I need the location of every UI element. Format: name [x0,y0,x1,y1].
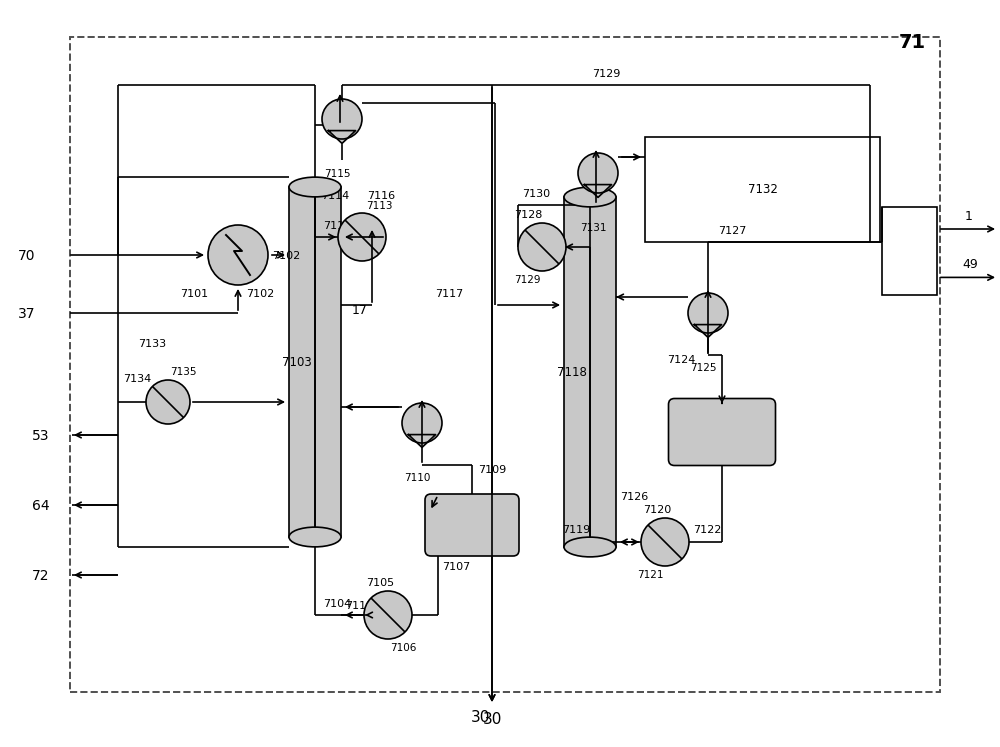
Ellipse shape [564,187,616,207]
Circle shape [402,403,442,443]
Circle shape [208,225,268,285]
Circle shape [688,293,728,333]
Text: 64: 64 [32,499,50,513]
Text: 30: 30 [482,711,502,727]
Text: 7101: 7101 [180,289,208,299]
Polygon shape [694,325,722,338]
Text: 7112: 7112 [323,221,351,231]
Bar [70,37,940,692]
Circle shape [146,380,190,424]
Text: 1: 1 [965,210,973,223]
Text: 49: 49 [962,258,978,271]
Text: 7130: 7130 [522,189,550,199]
Circle shape [578,153,618,193]
Text: 7128: 7128 [514,210,542,220]
Ellipse shape [289,527,341,547]
Text: 7120: 7120 [643,505,671,515]
Text: 7132: 7132 [748,183,777,196]
Text: 7124: 7124 [667,355,695,365]
Polygon shape [584,185,612,197]
Text: 7115: 7115 [324,169,351,179]
Text: 7105: 7105 [366,578,394,588]
Text: 7135: 7135 [170,367,196,377]
Bar [882,207,937,295]
Text: 7127: 7127 [718,226,746,236]
Text: 7131: 7131 [580,223,607,233]
Polygon shape [408,435,436,447]
Text: 7113: 7113 [366,201,392,211]
Text: 7121: 7121 [637,570,664,580]
Text: 37: 37 [18,307,36,321]
Text: 71: 71 [898,33,926,52]
Ellipse shape [289,177,341,197]
Ellipse shape [564,537,616,557]
Text: 7110: 7110 [404,473,430,483]
Polygon shape [328,131,356,143]
Circle shape [364,591,412,639]
Circle shape [338,213,386,261]
Text: 7129: 7129 [514,275,540,285]
Text: 7129: 7129 [592,69,620,79]
Text: 7109: 7109 [478,465,506,475]
Text: 7122: 7122 [693,525,721,535]
Text: 7106: 7106 [390,643,416,653]
Text: 7116: 7116 [367,191,395,201]
Text: 7118: 7118 [557,365,587,379]
Text: 7104: 7104 [323,599,351,609]
Text: 7102: 7102 [246,289,274,299]
Text: 7102: 7102 [272,251,300,261]
Circle shape [322,99,362,139]
Text: 7107: 7107 [442,562,470,572]
Text: 7103: 7103 [282,356,312,368]
Text: 7108: 7108 [457,518,487,532]
FancyBboxPatch shape [425,494,519,556]
Text: 7125: 7125 [690,363,716,373]
Text: 70: 70 [18,249,36,263]
Bar [289,187,341,537]
Text: 7133: 7133 [138,339,166,349]
Text: 7119: 7119 [562,525,590,535]
Text: 7117: 7117 [435,289,463,299]
Circle shape [641,518,689,566]
Text: 7123: 7123 [707,426,737,438]
Text: 17: 17 [352,304,368,317]
Bar [564,197,616,547]
Text: 30: 30 [470,710,490,725]
Text: 72: 72 [32,569,50,583]
Bar [645,137,880,242]
Circle shape [518,223,566,271]
FancyBboxPatch shape [668,398,776,465]
Text: 7134: 7134 [123,374,151,384]
Text: 7111: 7111 [345,601,373,611]
Text: 7114: 7114 [321,191,349,201]
Text: 53: 53 [32,429,50,443]
Text: 7126: 7126 [620,492,648,502]
